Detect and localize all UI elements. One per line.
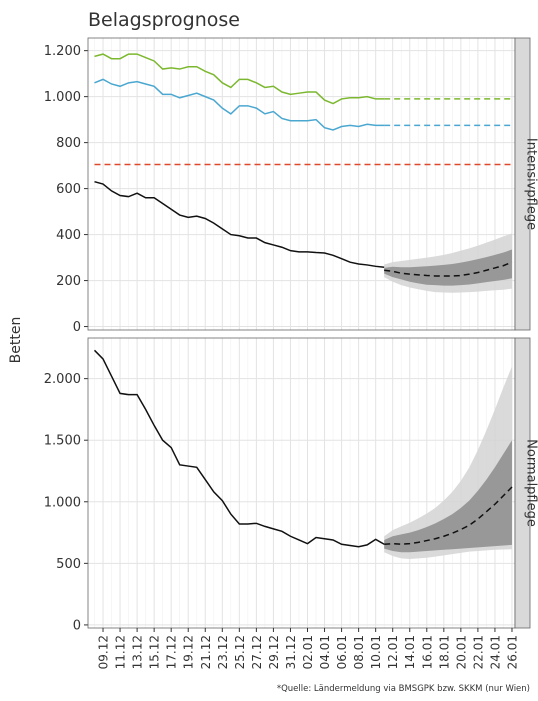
x-tick-label: 19.12 [182, 635, 196, 669]
x-tick-label: 20.01 [454, 635, 468, 669]
x-tick-label: 26.01 [505, 635, 519, 669]
x-tick-label: 04.01 [318, 635, 332, 669]
x-tick-label: 08.01 [352, 635, 366, 669]
x-tick-label: 06.01 [335, 635, 349, 669]
y-tick-label: 1.000 [44, 495, 81, 510]
y-tick-label: 200 [56, 274, 81, 289]
y-tick-label: 1.200 [44, 44, 81, 59]
x-tick-label: 22.01 [471, 635, 485, 669]
x-tick-label: 31.12 [284, 635, 298, 669]
y-tick-label: 800 [56, 136, 81, 151]
x-tick-label: 27.12 [250, 635, 264, 669]
x-tick-label: 21.12 [199, 635, 213, 669]
x-tick-label: 18.01 [437, 635, 451, 669]
x-tick-label: 10.01 [369, 635, 383, 669]
x-tick-label: 15.12 [148, 635, 162, 669]
caption: *Quelle: Ländermeldung via BMSGPK bzw. S… [277, 684, 530, 694]
x-tick-label: 16.01 [420, 635, 434, 669]
y-tick-label: 1.000 [44, 90, 81, 105]
x-tick-label: 02.01 [301, 635, 315, 669]
x-tick-label: 14.01 [403, 635, 417, 669]
y-tick-label: 0 [73, 618, 81, 633]
x-tick-label: 11.12 [114, 635, 128, 669]
x-tick-label: 24.01 [488, 635, 502, 669]
y-tick-label: 600 [56, 182, 81, 197]
y-tick-label: 2.000 [44, 372, 81, 387]
x-tick-label: 29.12 [267, 635, 281, 669]
chart-title: Belagsprognose [88, 9, 240, 31]
strip-label: Normalpflege [524, 439, 538, 527]
y-tick-label: 0 [73, 320, 81, 335]
y-tick-label: 1.500 [44, 434, 81, 449]
y-tick-label: 400 [56, 228, 81, 243]
x-tick-label: 12.01 [386, 635, 400, 669]
x-tick-label: 17.12 [165, 635, 179, 669]
x-tick-label: 09.12 [97, 635, 111, 669]
x-tick-label: 25.12 [233, 635, 247, 669]
panel-background [88, 338, 515, 628]
strip-label: Intensivpflege [524, 138, 538, 230]
x-tick-label: 23.12 [216, 635, 230, 669]
x-tick-label: 13.12 [131, 635, 145, 669]
y-axis-label: Betten [8, 317, 24, 364]
y-tick-label: 500 [56, 557, 81, 572]
